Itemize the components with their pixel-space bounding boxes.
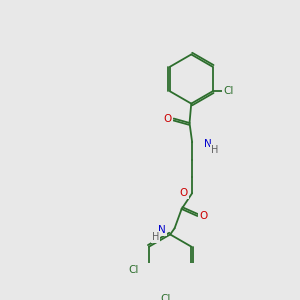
Text: H: H [152,232,159,242]
Text: Cl: Cl [160,294,171,300]
Text: Cl: Cl [223,86,234,96]
Text: O: O [179,188,188,198]
Text: N: N [204,139,211,149]
Text: N: N [158,225,166,235]
Text: Cl: Cl [128,265,138,275]
Text: O: O [164,113,172,124]
Text: H: H [212,145,219,155]
Text: O: O [200,211,208,221]
